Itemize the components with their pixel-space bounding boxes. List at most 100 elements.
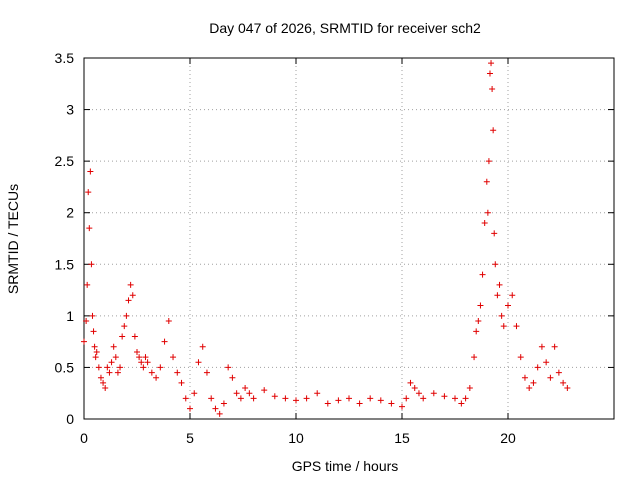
data-point (475, 318, 482, 325)
data-point (86, 225, 93, 232)
data-point (237, 395, 244, 402)
data-point (129, 292, 136, 299)
data-point (411, 385, 418, 392)
data-point (117, 364, 124, 371)
data-point (233, 390, 240, 397)
y-axis-label: SRMTID / TECUs (5, 184, 21, 294)
data-point (356, 400, 363, 407)
data-point (157, 364, 164, 371)
data-point (108, 359, 115, 366)
data-point (483, 178, 490, 185)
data-point (479, 271, 486, 278)
data-point (293, 397, 299, 404)
data-point (87, 168, 94, 175)
data-point (430, 390, 437, 397)
data-point (97, 374, 104, 381)
data-point (486, 70, 493, 77)
data-point (441, 393, 448, 400)
data-point (335, 397, 342, 404)
y-tick-labels: 0 0.5 1 1.5 2 2.5 3 3.5 (55, 50, 75, 427)
data-point (134, 348, 140, 355)
data-point (191, 390, 198, 397)
data-point (199, 343, 206, 350)
data-point (114, 369, 121, 376)
data-point (242, 385, 249, 392)
data-point (466, 385, 473, 392)
data-point (148, 369, 155, 376)
data-point (88, 261, 95, 268)
data-point (136, 354, 143, 361)
data-point (125, 297, 132, 304)
data-point (123, 312, 130, 319)
data-point (538, 343, 545, 350)
data-point (246, 390, 253, 397)
data-point (399, 403, 405, 410)
data-point (84, 281, 91, 288)
y-tick-label: 1.5 (55, 256, 75, 272)
data-point (473, 328, 480, 335)
x-tick-label: 10 (288, 430, 304, 446)
data-point (153, 374, 160, 381)
data-point (250, 395, 257, 402)
x-tick-label: 0 (80, 430, 88, 446)
data-point (543, 359, 550, 366)
data-point (187, 405, 193, 412)
data-point (282, 395, 289, 402)
data-point (195, 359, 202, 366)
data-point (403, 395, 410, 402)
data-point (208, 395, 215, 402)
data-point (346, 395, 352, 402)
data-point (138, 359, 145, 366)
data-point (229, 374, 236, 381)
data-point (377, 397, 384, 404)
y-tick-label: 1 (66, 308, 74, 324)
data-point (182, 395, 189, 402)
data-point (491, 230, 498, 237)
data-point (496, 281, 503, 288)
data-point (481, 220, 488, 227)
data-point (95, 364, 102, 371)
data-point (485, 158, 492, 165)
data-point (165, 318, 172, 325)
data-point (492, 261, 499, 268)
data-point (534, 364, 541, 371)
data-point (85, 189, 92, 196)
data-point (500, 323, 507, 330)
data-point (170, 354, 177, 361)
data-point (526, 385, 533, 392)
data-point (555, 369, 562, 376)
data-point (367, 395, 374, 402)
data-point (110, 343, 117, 350)
y-tick-label: 0.5 (55, 359, 75, 375)
data-point (498, 312, 505, 319)
data-point (225, 364, 232, 371)
data-point (220, 400, 227, 407)
data-point (131, 333, 138, 340)
data-point (407, 379, 414, 386)
data-point (112, 354, 119, 361)
data-point (509, 292, 516, 299)
x-tick-label: 20 (500, 430, 516, 446)
data-point (388, 400, 395, 407)
data-point (415, 390, 422, 397)
data-point (90, 328, 97, 335)
data-point (324, 400, 331, 407)
x-tick-label: 15 (394, 430, 410, 446)
data-point (517, 354, 524, 361)
data-point (178, 379, 185, 386)
data-point (216, 410, 223, 417)
data-point (92, 354, 99, 361)
grid-lines (84, 58, 614, 419)
data-point (462, 395, 469, 402)
data-point (144, 359, 151, 366)
data-point (271, 393, 278, 400)
y-tick-label: 2 (66, 205, 74, 221)
data-point (83, 318, 90, 325)
data-series-sch2 (81, 60, 571, 417)
data-point (203, 369, 210, 376)
data-point (261, 387, 268, 394)
data-point (174, 369, 181, 376)
data-point (121, 323, 128, 330)
data-point (140, 364, 147, 371)
